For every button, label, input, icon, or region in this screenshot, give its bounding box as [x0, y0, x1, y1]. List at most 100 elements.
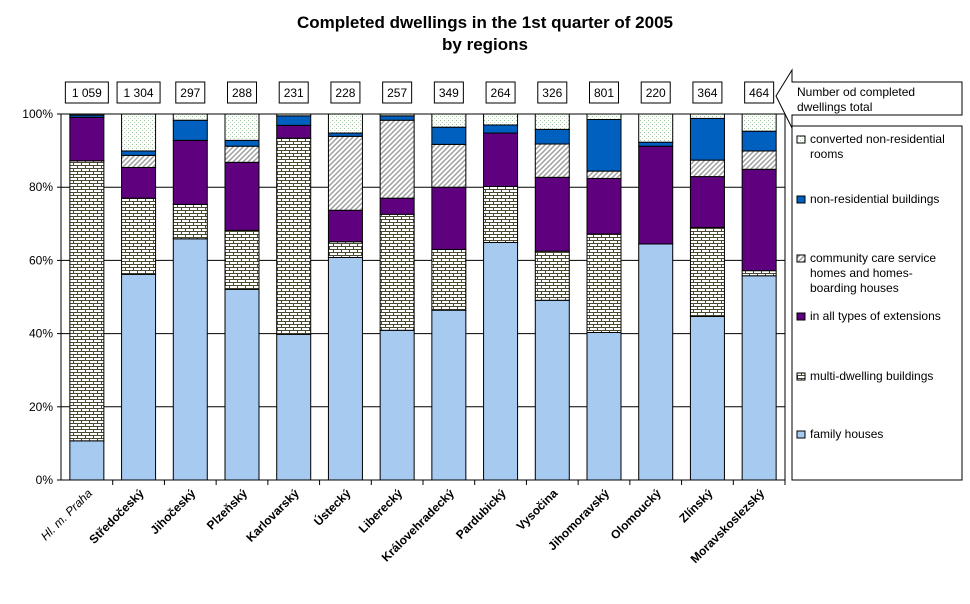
x-tick-label: Plzeňský: [204, 486, 250, 532]
bar-segment-non-residential: [121, 150, 157, 156]
chart-title-line1: Completed dwellings in the 1st quarter o…: [297, 13, 673, 32]
bar-segment-in: [121, 166, 157, 199]
bar-segment-multi-dwelling: [534, 250, 570, 301]
bar-segment-converted: [689, 113, 725, 119]
total-label-box: [640, 81, 671, 104]
x-tick-label: Pardubický: [453, 486, 509, 542]
legend-label: family houses: [810, 427, 883, 441]
total-label-box: [330, 81, 361, 104]
bar-segment-community: [689, 159, 725, 178]
total-label-text: 801: [594, 86, 614, 100]
total-label-box: [278, 81, 309, 104]
total-label-text: 297: [180, 86, 200, 100]
bar-segment-converted: [483, 113, 519, 126]
legend-box: [791, 125, 963, 481]
bar-stack: [431, 113, 467, 481]
bar-segment-community: [586, 170, 622, 179]
x-tick-label: Ústecký: [310, 485, 353, 528]
legend-item: community care service homes and homes-bo…: [796, 251, 936, 295]
legend-swatch: [796, 372, 806, 381]
total-label: 801: [589, 81, 619, 104]
bar-segment-community: [121, 154, 157, 168]
x-tick-label: Karlovarský: [243, 486, 302, 545]
bar-segment-in: [534, 176, 570, 252]
legend: converted non-residential rooms non-reside…: [791, 125, 963, 481]
bar-segment-converted: [638, 113, 674, 143]
total-label-box: [589, 81, 619, 104]
bar-segment-family: [69, 440, 105, 481]
bar-segment-multi-dwelling: [121, 197, 157, 275]
bar-stack: [586, 113, 622, 481]
bar-segment-in: [483, 132, 519, 187]
bar-segment-non-residential: [741, 130, 777, 152]
bar-segment-family: [689, 315, 725, 481]
total-label: 264: [485, 81, 516, 104]
bar-segment-family: [172, 238, 208, 481]
bar-segment-converted: [431, 113, 467, 128]
bar-segment-in: [379, 197, 415, 215]
total-label: 297: [175, 81, 206, 104]
bar-stack: [741, 113, 777, 481]
bar-stack: [689, 113, 725, 481]
bar-segment-community: [741, 150, 777, 170]
total-label: 1 059: [64, 81, 109, 104]
bar-segment-multi-dwelling: [276, 137, 312, 335]
callout-line1: Number od completed: [797, 85, 915, 99]
bar-segment-family: [276, 333, 312, 481]
bar-segment-multi-dwelling: [224, 229, 260, 290]
bar-stack: [379, 113, 415, 481]
legend-label: in all types of extensions: [810, 309, 941, 323]
total-label-box: [175, 81, 206, 104]
bar-segment-family: [379, 329, 415, 481]
bar-segment-non-residential: [586, 118, 622, 172]
legend-label: converted non-residential rooms: [810, 132, 945, 161]
bar-segment-family: [638, 243, 674, 481]
bar-segment-in: [638, 145, 674, 245]
legend-swatch: [796, 312, 806, 321]
bar-segment-multi-dwelling: [379, 213, 415, 331]
bar-segment-non-residential: [638, 141, 674, 147]
bar-segment-family: [431, 309, 467, 481]
total-label-box: [692, 81, 723, 104]
legend-label: multi-dwelling buildings: [810, 369, 933, 383]
total-label-text: 464: [749, 86, 769, 100]
chart-title: Completed dwellings in the 1st quarter o…: [0, 12, 970, 56]
totals-callout: Number od completed dwellings total: [775, 68, 963, 129]
legend-item: non-residential buildings: [796, 192, 939, 206]
bar-segment-community: [379, 119, 415, 199]
bar-segment-in: [172, 139, 208, 205]
total-label: 220: [640, 81, 671, 104]
legend-item: converted non-residential rooms: [796, 132, 945, 161]
bar-segment-converted: [327, 113, 363, 134]
bar-segment-in: [69, 116, 105, 162]
gridlines: [61, 113, 785, 408]
bar-segment-in: [689, 176, 725, 228]
bar-segment-non-residential: [276, 115, 312, 126]
total-label: 228: [330, 81, 361, 104]
bar-segment-non-residential: [379, 115, 415, 121]
x-tick-label: Jihočeský: [147, 486, 198, 537]
bar-segment-community: [431, 143, 467, 188]
total-label-box: [116, 81, 161, 104]
bar-segment-family: [586, 332, 622, 481]
bar-segment-converted: [224, 113, 260, 141]
bar-segment-converted: [741, 113, 777, 132]
y-tick-label: 100%: [22, 107, 53, 121]
bar-segment-non-residential: [431, 126, 467, 145]
total-label: 349: [433, 81, 464, 104]
total-label-text: 231: [284, 86, 304, 100]
bar-segment-multi-dwelling: [431, 248, 467, 311]
total-label-box: [433, 81, 464, 104]
callout-shape: [775, 68, 963, 129]
bar-segment-community: [327, 135, 363, 211]
bar-stack: [483, 113, 519, 481]
bar-stack: [69, 113, 105, 481]
legend-label: non-residential buildings: [810, 192, 939, 206]
total-label-box: [382, 81, 413, 104]
total-label: 288: [227, 81, 257, 104]
x-tick-label: Hl. m. Praha: [38, 486, 95, 543]
total-label: 1 304: [116, 81, 161, 104]
bar-stack: [327, 113, 363, 481]
